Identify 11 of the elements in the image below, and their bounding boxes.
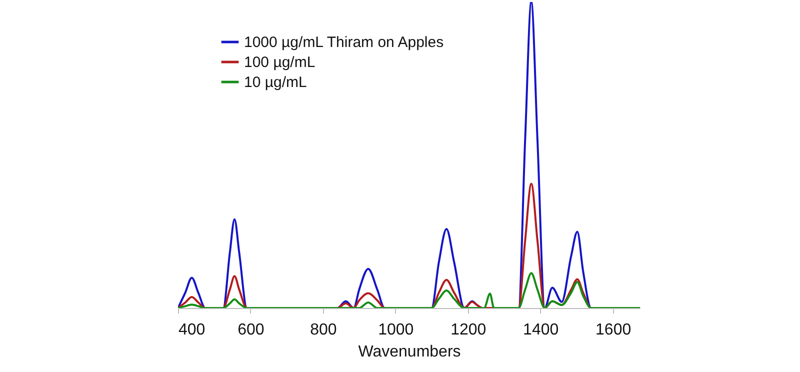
legend-label: 1000 µg/mL Thiram on Apples [244,34,444,51]
x-tick-label: 1200 [450,322,486,338]
legend-label: 100 µg/mL [244,54,316,71]
x-tick-label: 400 [178,322,206,338]
x-tick-label: 1400 [523,322,559,338]
x-tick-label: 1000 [378,322,414,338]
x-tick-label: 800 [310,322,337,338]
x-tick-label: 1600 [596,322,632,338]
x-tick-label: 600 [238,322,264,338]
legend-label: 10 µg/mL [244,74,307,91]
x-axis-title: Wavenumbers [358,344,461,360]
